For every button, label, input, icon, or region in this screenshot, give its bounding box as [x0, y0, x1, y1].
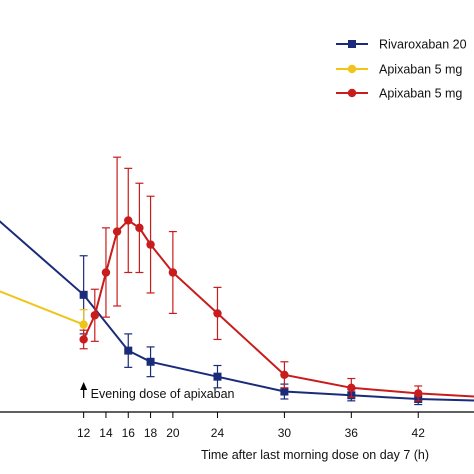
- x-tick-label: 18: [144, 426, 158, 440]
- series-line-1: [0, 290, 84, 326]
- x-tick-label: 36: [345, 426, 359, 440]
- series-group: [0, 156, 474, 406]
- data-point-circle: [213, 309, 222, 318]
- annotation-arrow-head: [80, 382, 88, 390]
- data-point-circle: [124, 216, 133, 225]
- annotation-group: Evening dose of apixaban: [80, 382, 235, 401]
- data-point-circle: [347, 383, 356, 393]
- data-point-circle: [168, 268, 178, 277]
- data-point-circle: [90, 311, 100, 320]
- legend-swatch-marker: [347, 64, 357, 74]
- axes-group: 12 14 16 18 20 24 30 36 42 Time after last mornin…: [0, 411, 474, 462]
- data-point-circle: [79, 335, 88, 344]
- legend-group: Rivaroxaban 20 Apixaban 5 mg Apixaban 5 mg: [336, 38, 467, 101]
- legend-label: Apixaban 5 mg: [379, 87, 462, 101]
- legend-swatch-marker: [347, 88, 357, 98]
- x-tick-label: 24: [211, 426, 225, 440]
- x-tick-label: 14: [99, 426, 113, 440]
- series-line-2: [82, 219, 474, 398]
- data-point-circle: [135, 223, 144, 233]
- x-tick-label: 16: [122, 426, 136, 440]
- data-point-square: [79, 290, 88, 299]
- annotation-text: Evening dose of apixaban: [91, 387, 235, 401]
- x-axis-title: Time after last morning dose on day 7 (h…: [201, 448, 429, 462]
- x-tick-label: 20: [166, 426, 180, 440]
- data-point-circle: [146, 240, 155, 249]
- data-point-circle: [112, 227, 122, 236]
- data-point-square: [213, 372, 222, 381]
- x-tick-label: 30: [278, 426, 292, 440]
- x-tick-label: 42: [412, 426, 426, 440]
- legend-swatch-marker: [348, 40, 356, 48]
- data-point-circle: [101, 268, 111, 277]
- data-point-circle: [280, 370, 289, 379]
- legend-label: Rivaroxaban 20: [379, 38, 467, 52]
- data-point-circle: [414, 389, 423, 398]
- legend-label: Apixaban 5 mg: [379, 63, 462, 77]
- data-point-square: [280, 387, 289, 396]
- series-line-0: [0, 220, 474, 402]
- data-point-square: [124, 346, 133, 355]
- data-point-square: [146, 357, 155, 366]
- x-tick-label: 12: [77, 426, 91, 440]
- data-point-circle: [79, 320, 88, 329]
